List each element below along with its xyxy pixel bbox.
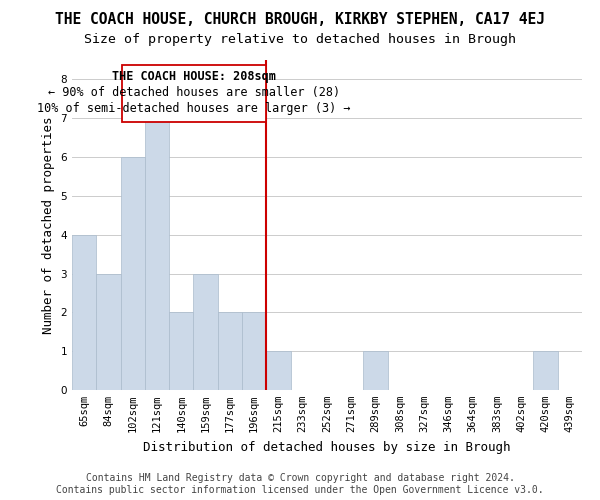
Bar: [242, 312, 266, 390]
Bar: [121, 157, 145, 390]
Bar: [169, 312, 193, 390]
Bar: [533, 351, 558, 390]
X-axis label: Distribution of detached houses by size in Brough: Distribution of detached houses by size …: [143, 440, 511, 454]
Bar: [145, 118, 169, 390]
Text: THE COACH HOUSE, CHURCH BROUGH, KIRKBY STEPHEN, CA17 4EJ: THE COACH HOUSE, CHURCH BROUGH, KIRKBY S…: [55, 12, 545, 28]
Y-axis label: Number of detached properties: Number of detached properties: [42, 116, 55, 334]
Bar: [364, 351, 388, 390]
Text: 10% of semi-detached houses are larger (3) →: 10% of semi-detached houses are larger (…: [37, 102, 351, 115]
Text: ← 90% of detached houses are smaller (28): ← 90% of detached houses are smaller (28…: [48, 86, 340, 99]
Bar: [96, 274, 121, 390]
Text: Contains HM Land Registry data © Crown copyright and database right 2024.
Contai: Contains HM Land Registry data © Crown c…: [56, 474, 544, 495]
Bar: [72, 234, 96, 390]
Bar: [218, 312, 242, 390]
Text: THE COACH HOUSE: 208sqm: THE COACH HOUSE: 208sqm: [112, 70, 276, 83]
Bar: [266, 351, 290, 390]
Text: Size of property relative to detached houses in Brough: Size of property relative to detached ho…: [84, 32, 516, 46]
Bar: [193, 274, 218, 390]
FancyBboxPatch shape: [122, 64, 266, 122]
